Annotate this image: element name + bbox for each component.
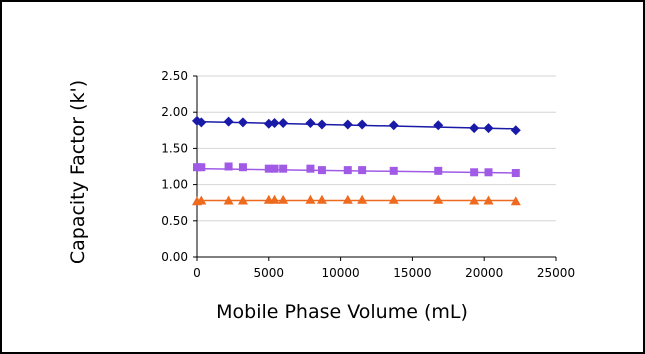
square-point — [270, 164, 279, 173]
x-tick-label: 25000 — [537, 266, 575, 280]
diamond-point — [237, 117, 248, 128]
y-tick-label: 0.00 — [161, 250, 188, 264]
triangle-point — [237, 195, 248, 205]
diamond-point — [342, 119, 353, 130]
diamond-point — [223, 116, 234, 127]
axes — [193, 75, 557, 261]
diamond-point — [305, 118, 316, 129]
triangle-point — [510, 196, 521, 206]
triangle-point — [305, 194, 316, 204]
y-tick-label: 1.50 — [161, 141, 188, 155]
x-tick-label: 10000 — [322, 266, 360, 280]
x-tick-label: 20000 — [465, 266, 503, 280]
diamond-point — [278, 118, 289, 129]
square-point — [358, 166, 367, 175]
diamond-point — [357, 119, 368, 130]
triangle-point — [269, 194, 280, 204]
diamond-point — [196, 117, 207, 128]
square-point — [389, 166, 398, 175]
x-tick-label: 15000 — [393, 266, 431, 280]
square-point — [317, 166, 326, 175]
triangle-point — [196, 195, 207, 205]
tick-labels: 0.00 0.50 1.00 1.50 2.00 2.50 0 5000 10000 15000 2… — [161, 69, 575, 280]
square-point — [434, 166, 443, 175]
square-point — [264, 164, 273, 173]
diamond-point — [483, 123, 494, 134]
y-tick-label: 2.00 — [161, 105, 188, 119]
diamond-point — [388, 120, 399, 131]
square-point — [279, 164, 288, 173]
x-tick-label: 5000 — [254, 266, 285, 280]
trend-lines — [196, 120, 516, 202]
y-axis-title: Capacity Factor (k') — [67, 80, 89, 264]
triangle-point — [316, 194, 327, 204]
diamond-point — [263, 118, 274, 129]
triangle-point — [469, 195, 480, 205]
square-point — [511, 169, 520, 178]
square-point — [224, 162, 233, 171]
square-point — [306, 164, 315, 173]
y-tick-label: 2.50 — [161, 69, 188, 83]
triangle-point — [388, 194, 399, 204]
square-point — [343, 166, 352, 175]
diamond-point — [316, 119, 327, 130]
square-point — [484, 168, 493, 177]
square-point — [193, 163, 201, 172]
trend-line — [196, 120, 516, 130]
x-tick-label: 0 — [193, 266, 201, 280]
diamond-point — [510, 125, 521, 136]
trend-line — [196, 167, 516, 174]
triangle-point — [483, 195, 494, 205]
grid-lines — [197, 75, 556, 222]
triangle-point — [357, 194, 368, 204]
diamond-point — [469, 123, 480, 134]
square-point — [470, 168, 479, 177]
diamond-point — [269, 118, 280, 129]
triangle-point — [342, 194, 353, 204]
diamond-point — [433, 120, 444, 131]
triangle-point — [433, 194, 444, 204]
data-points — [192, 115, 521, 206]
x-axis-title: Mobile Phase Volume (mL) — [216, 301, 468, 323]
triangle-point — [223, 195, 234, 205]
triangle-point — [278, 194, 289, 204]
y-tick-label: 1.00 — [161, 178, 188, 192]
square-point — [197, 163, 206, 172]
square-point — [238, 163, 247, 172]
y-tick-label: 0.50 — [161, 214, 188, 228]
